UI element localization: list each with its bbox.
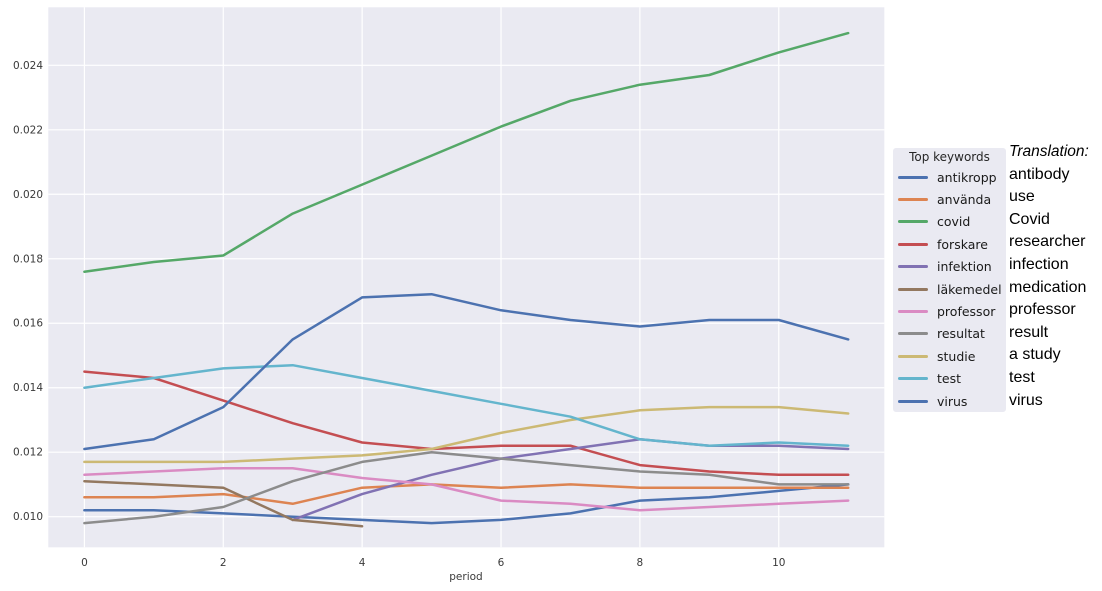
- legend-entry-professor: professor: [893, 300, 1006, 322]
- legend-line-swatch: [898, 265, 928, 269]
- legend-line-swatch: [898, 287, 928, 291]
- legend-label: antikropp: [937, 169, 997, 185]
- legend-line-swatch: [898, 242, 928, 246]
- legend-line-swatch: [898, 332, 928, 336]
- translation-item: use: [1009, 188, 1035, 206]
- y-tick-label: 0.020: [13, 189, 43, 201]
- legend-entry-infektion: infektion: [893, 256, 1006, 278]
- legend-entry-använda: använda: [893, 188, 1006, 210]
- legend-label: covid: [937, 214, 971, 230]
- legend-entry-läkemedel: läkemedel: [893, 278, 1006, 300]
- series-line-virus: [83, 292, 850, 451]
- legend-entry-covid: covid: [893, 211, 1006, 233]
- series-line-infektion: [291, 438, 850, 522]
- legend-entry-antikropp: antikropp: [893, 166, 1006, 188]
- legend-entry-test: test: [893, 368, 1006, 390]
- series-line-professor: [83, 467, 850, 512]
- legend-label: forskare: [937, 236, 988, 252]
- series-line-forskare: [83, 370, 850, 477]
- y-tick-label: 0.014: [13, 382, 43, 394]
- translation-item: antibody: [1009, 165, 1070, 183]
- translation-item: infection: [1009, 255, 1069, 273]
- series-line-använda: [83, 483, 850, 506]
- series-line-antikropp: [83, 483, 850, 525]
- legend-entry-virus: virus: [893, 390, 1006, 412]
- legend-label: infektion: [937, 259, 992, 275]
- y-tick-label: 0.024: [13, 60, 43, 72]
- y-tick-label: 0.010: [13, 511, 43, 523]
- x-tick-label: 0: [81, 557, 88, 569]
- translation-item: professor: [1009, 301, 1076, 319]
- translation-column: Translation: antibody use Covid researcher i…: [1009, 141, 1089, 412]
- translation-item: Covid: [1009, 210, 1050, 228]
- x-tick-label: 10: [772, 557, 785, 569]
- x-tick-label: 6: [498, 557, 505, 569]
- legend-label: använda: [937, 192, 992, 208]
- legend-label: resultat: [937, 326, 985, 342]
- series-line-studie: [83, 405, 850, 464]
- translation-item: result: [1009, 323, 1049, 341]
- series-line-resultat: [83, 450, 850, 525]
- translation-item: researcher: [1009, 233, 1086, 251]
- translation-item: medication: [1009, 278, 1087, 296]
- legend-line-swatch: [898, 198, 928, 202]
- legend: Top keywords antikropp använda covid forska…: [892, 147, 1007, 413]
- legend-entry-studie: studie: [893, 345, 1006, 367]
- y-tick-label: 0.018: [13, 253, 43, 265]
- series-line-test: [83, 363, 850, 447]
- legend-label: test: [937, 371, 962, 387]
- translation-item: test: [1009, 368, 1035, 386]
- legend-line-swatch: [898, 354, 928, 358]
- legend-title: Top keywords: [909, 150, 990, 164]
- x-tick-label: 4: [359, 557, 366, 569]
- translation-item: a study: [1009, 346, 1061, 364]
- series-line-läkemedel: [83, 479, 364, 528]
- series-line-covid: [83, 31, 850, 273]
- translation-header: Translation:: [1009, 143, 1089, 160]
- legend-line-swatch: [898, 310, 928, 314]
- legend-entries: antikropp använda covid forskare infektion lä…: [893, 166, 1006, 412]
- legend-label: virus: [937, 393, 968, 409]
- plot-area: 0.010 0.012 0.014 0.016 0.018 0.020 0.022 0.024…: [13, 7, 885, 569]
- plot-background: [48, 7, 885, 548]
- legend-label: professor: [937, 304, 996, 320]
- x-tick-label: 2: [220, 557, 227, 569]
- translation-items: antibody use Covid researcher infection medic…: [1009, 164, 1089, 413]
- x-axis-label: period: [449, 571, 482, 583]
- translation-item: virus: [1009, 391, 1043, 409]
- legend-line-swatch: [898, 377, 928, 381]
- y-tick-label: 0.016: [13, 318, 43, 330]
- legend-label: studie: [937, 348, 976, 364]
- legend-label: läkemedel: [937, 281, 1002, 297]
- legend-line-swatch: [898, 399, 928, 403]
- x-tick-label: 8: [637, 557, 644, 569]
- legend-line-swatch: [898, 175, 928, 179]
- legend-line-swatch: [898, 220, 928, 224]
- legend-entry-forskare: forskare: [893, 233, 1006, 255]
- y-tick-label: 0.012: [13, 447, 43, 459]
- y-tick-label: 0.022: [13, 124, 43, 136]
- legend-entry-resultat: resultat: [893, 323, 1006, 345]
